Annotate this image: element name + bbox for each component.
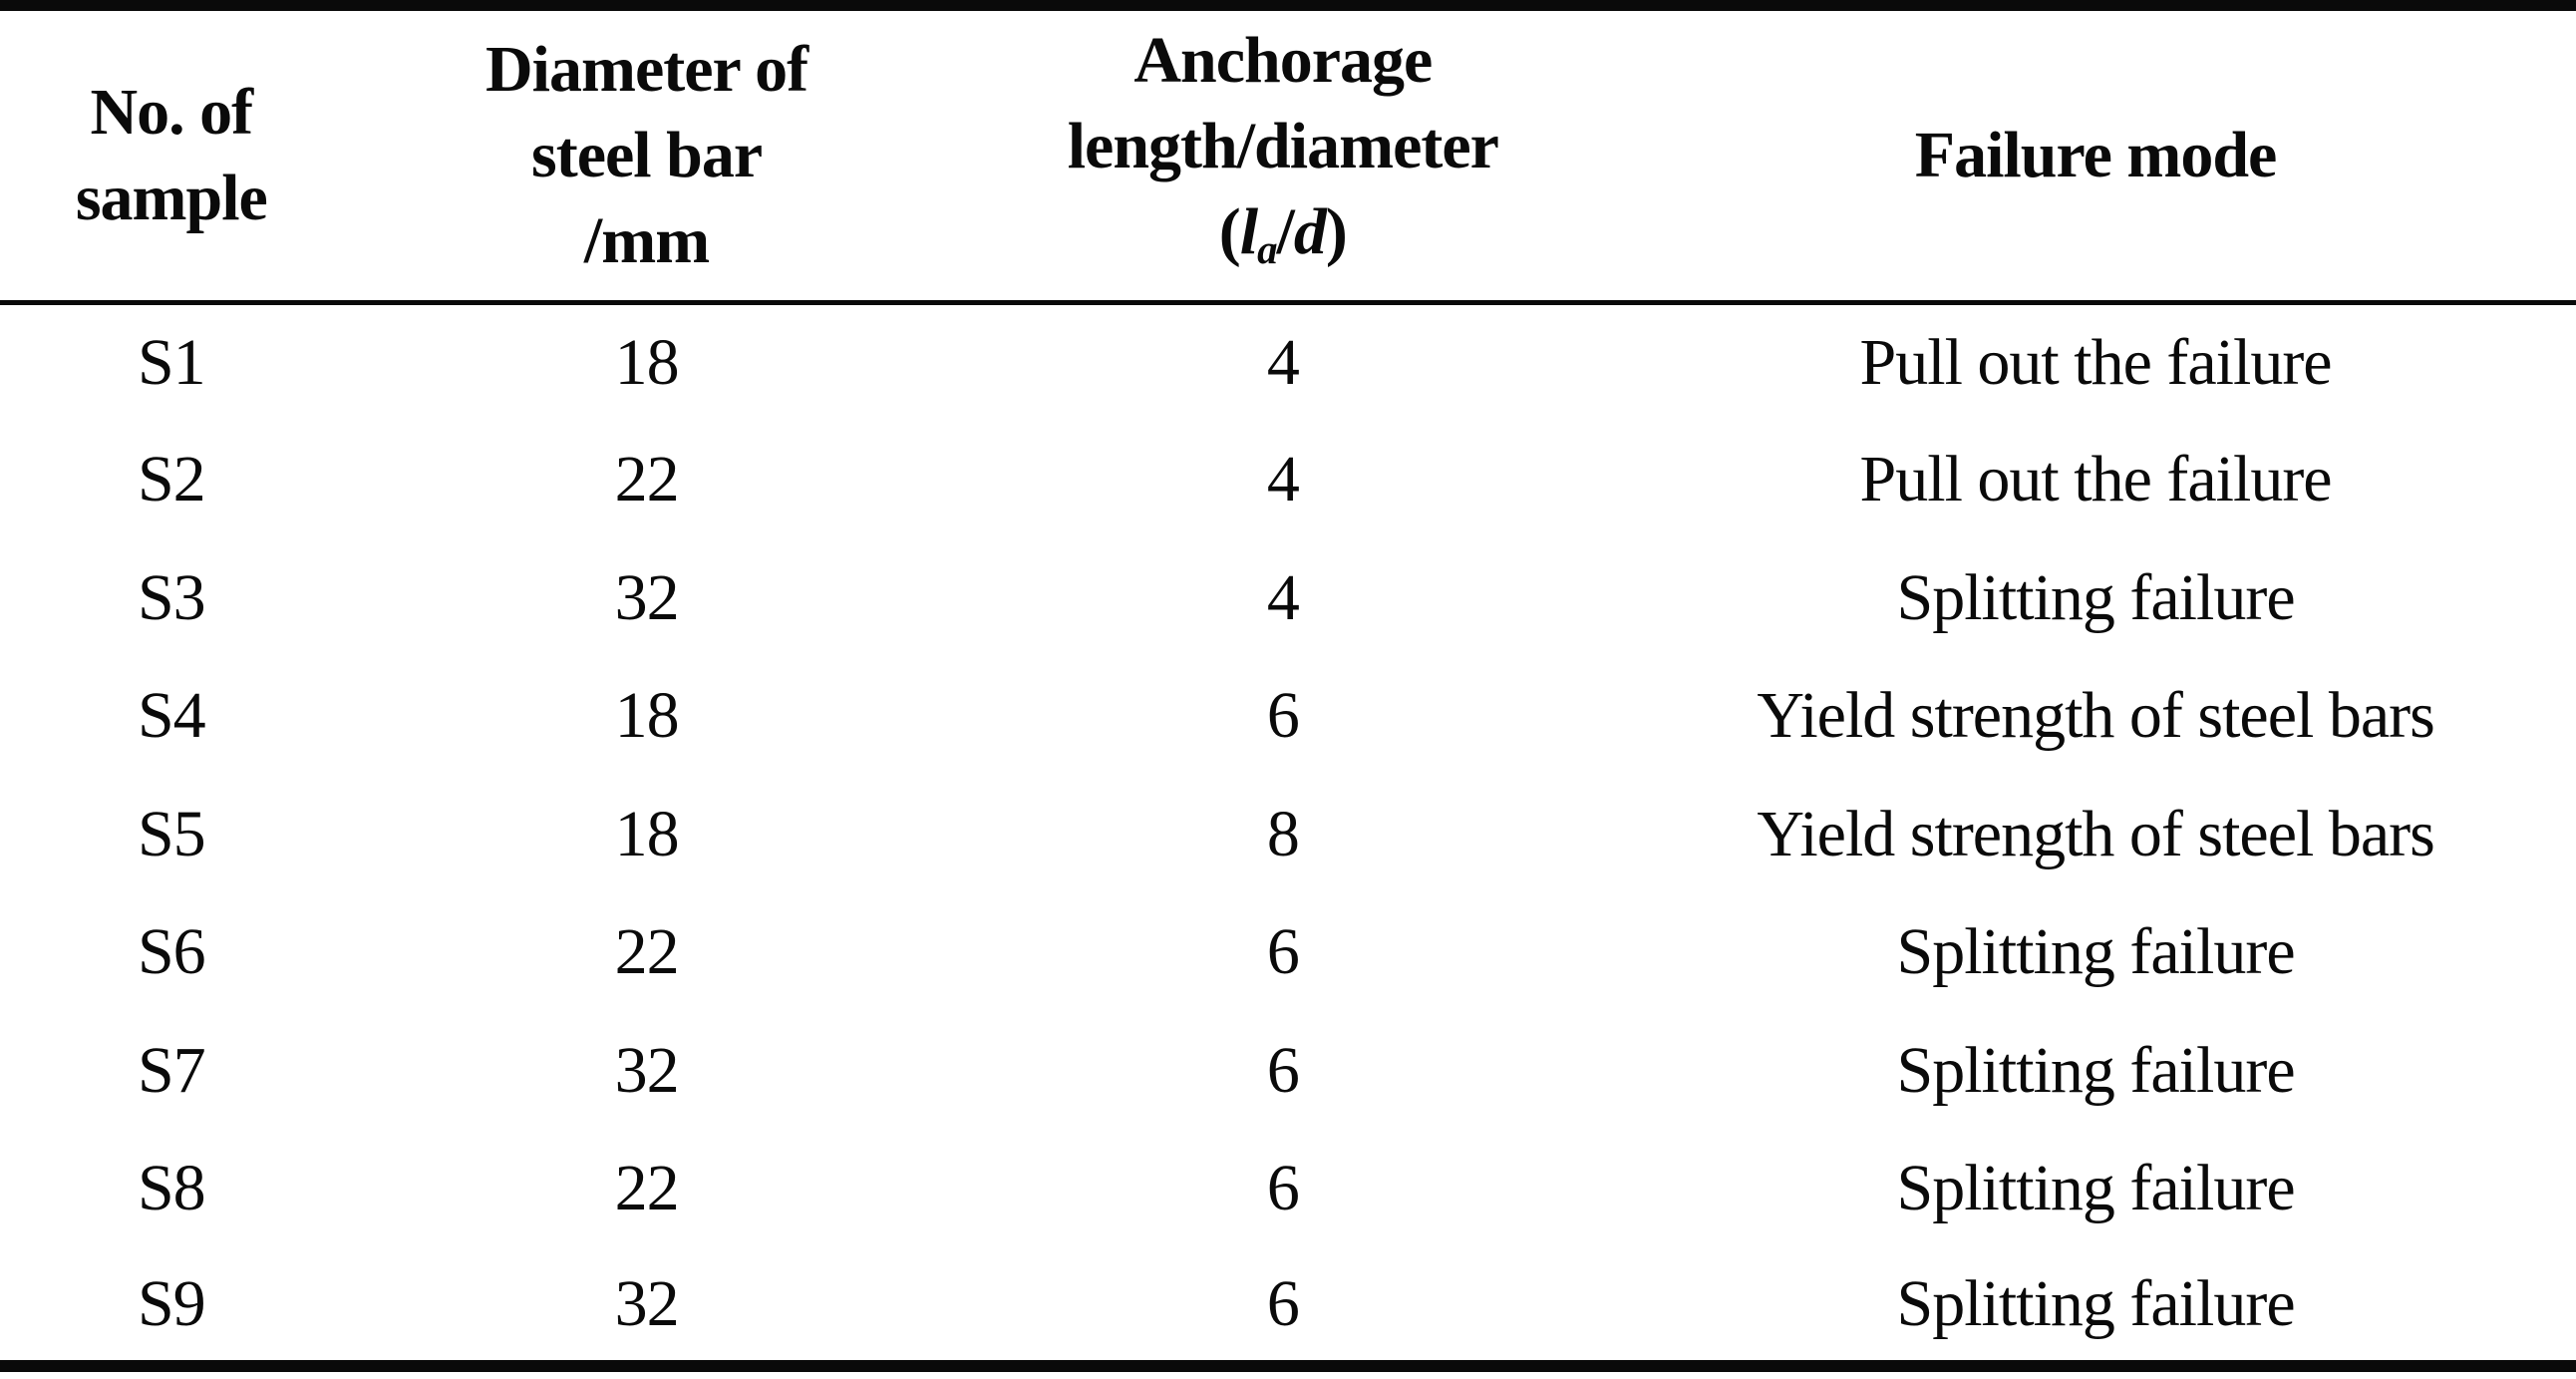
cell-failure-mode: Splitting failure bbox=[1896, 560, 2296, 634]
cell-anchorage: 4 bbox=[1266, 443, 1300, 517]
table-row-s9: S9 32 6 Splitting failure bbox=[0, 1248, 2576, 1367]
cell-anchorage: 4 bbox=[1266, 326, 1300, 399]
col-header-diameter: Diameter of steel bar /mm bbox=[343, 6, 951, 303]
cell-sample: S3 bbox=[137, 560, 206, 634]
cell-sample: S7 bbox=[137, 1033, 206, 1107]
cell-failure-mode: Splitting failure bbox=[1896, 1266, 2296, 1340]
col-header-sample: No. of sample bbox=[0, 6, 343, 303]
cell-anchorage: 8 bbox=[1266, 797, 1300, 870]
cell-sample: S5 bbox=[137, 797, 206, 870]
cell-diameter: 22 bbox=[614, 1152, 680, 1225]
table-body: S1 18 4 Pull out the failure S2 22 4 Pul… bbox=[0, 303, 2576, 1367]
table-row-s2: S2 22 4 Pull out the failure bbox=[0, 421, 2576, 539]
table-row-s6: S6 22 6 Splitting failure bbox=[0, 893, 2576, 1012]
table-row-s8: S8 22 6 Splitting failure bbox=[0, 1130, 2576, 1248]
header-line: No. of bbox=[90, 76, 254, 149]
header-line: Diameter of bbox=[485, 33, 808, 106]
header-line: Anchorage bbox=[1133, 23, 1433, 97]
header-math-ratio: (la/d) bbox=[950, 189, 1615, 293]
math-subscript-a: a bbox=[1257, 227, 1277, 273]
math-paren-close: ) bbox=[1325, 194, 1348, 268]
cell-failure-mode: Pull out the failure bbox=[1859, 443, 2333, 517]
math-slash: / bbox=[1276, 194, 1295, 268]
cell-anchorage: 6 bbox=[1266, 1266, 1300, 1340]
col-header-failure-mode: Failure mode bbox=[1615, 6, 2576, 303]
cell-sample: S9 bbox=[137, 1266, 206, 1340]
cell-diameter: 32 bbox=[614, 560, 680, 634]
cell-anchorage: 6 bbox=[1266, 915, 1300, 989]
cell-diameter: 22 bbox=[614, 443, 680, 517]
cell-anchorage: 6 bbox=[1266, 679, 1300, 753]
header-line: length/diameter bbox=[1067, 109, 1499, 182]
math-var-d: d bbox=[1293, 194, 1327, 268]
cell-sample: S6 bbox=[137, 915, 206, 989]
cell-anchorage: 6 bbox=[1266, 1152, 1300, 1225]
table-row-s1: S1 18 4 Pull out the failure bbox=[0, 303, 2576, 422]
cell-diameter: 18 bbox=[614, 326, 680, 399]
cell-diameter: 22 bbox=[614, 915, 680, 989]
table-header: No. of sample Diameter of steel bar /mm … bbox=[0, 6, 2576, 303]
cell-sample: S1 bbox=[137, 326, 206, 399]
cell-sample: S8 bbox=[137, 1152, 206, 1225]
cell-diameter: 32 bbox=[614, 1266, 680, 1340]
table-row-s4: S4 18 6 Yield strength of steel bars bbox=[0, 657, 2576, 776]
cell-failure-mode: Splitting failure bbox=[1896, 915, 2296, 989]
cell-failure-mode: Splitting failure bbox=[1896, 1033, 2296, 1107]
cell-sample: S2 bbox=[137, 443, 206, 517]
cell-failure-mode: Yield strength of steel bars bbox=[1757, 679, 2435, 753]
cell-sample: S4 bbox=[137, 679, 206, 753]
cell-anchorage: 4 bbox=[1266, 560, 1300, 634]
cell-failure-mode: Yield strength of steel bars bbox=[1757, 797, 2435, 870]
cell-diameter: 18 bbox=[614, 797, 680, 870]
table-row-s5: S5 18 8 Yield strength of steel bars bbox=[0, 776, 2576, 894]
header-line: sample bbox=[75, 162, 268, 234]
header-line: /mm bbox=[583, 204, 710, 277]
table-row-s3: S3 32 4 Splitting failure bbox=[0, 539, 2576, 658]
cell-diameter: 18 bbox=[614, 679, 680, 753]
math-paren-open: ( bbox=[1218, 194, 1241, 268]
table-row-s7: S7 32 6 Splitting failure bbox=[0, 1012, 2576, 1131]
cell-diameter: 32 bbox=[614, 1033, 680, 1107]
header-row: No. of sample Diameter of steel bar /mm … bbox=[0, 6, 2576, 303]
col-header-anchorage: Anchorage length/diameter (la/d) bbox=[950, 6, 1615, 303]
header-line: steel bar bbox=[531, 119, 763, 191]
header-line: Failure mode bbox=[1914, 119, 2278, 191]
math-var-l: l bbox=[1239, 194, 1258, 268]
cell-failure-mode: Pull out the failure bbox=[1859, 326, 2333, 399]
cell-anchorage: 6 bbox=[1266, 1033, 1300, 1107]
cell-failure-mode: Splitting failure bbox=[1896, 1152, 2296, 1225]
